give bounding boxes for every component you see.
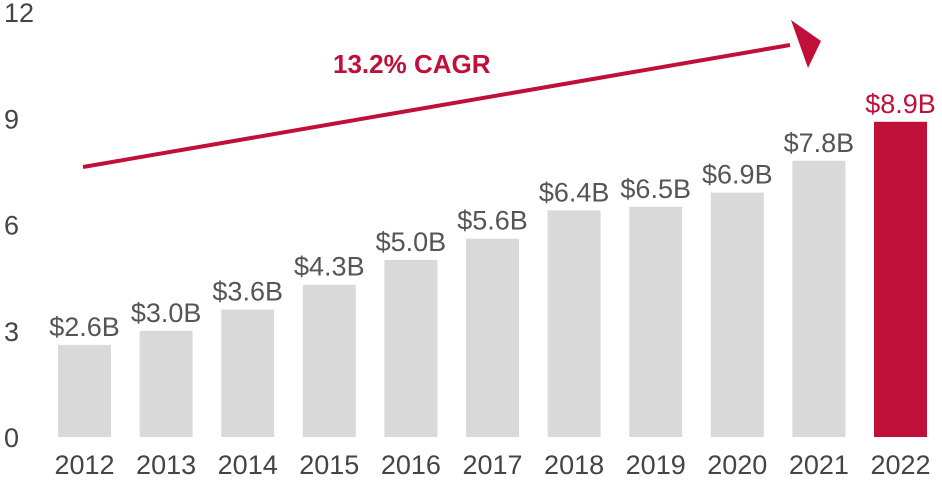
y-axis: 0 3 6 9 12 (4, 0, 34, 453)
x-tick-label: 2014 (218, 450, 278, 480)
x-tick-label: 2015 (299, 450, 359, 480)
data-label: $3.0B (131, 298, 202, 328)
y-tick-label: 12 (4, 0, 34, 28)
bar (384, 259, 438, 437)
data-label: $8.9B (865, 89, 936, 119)
data-label: $6.5B (620, 174, 691, 204)
y-tick-label: 9 (4, 104, 19, 134)
cagr-arrow-line (82, 43, 791, 169)
x-tick-label: 2012 (54, 450, 114, 480)
cagr-label: 13.2% CAGR (333, 49, 491, 79)
y-tick-label: 6 (4, 211, 19, 241)
data-label: $3.6B (212, 277, 283, 307)
bars (58, 121, 927, 438)
bar (466, 238, 519, 437)
x-tick-label: 2020 (707, 450, 767, 480)
bar (710, 192, 764, 437)
bar (221, 309, 275, 437)
data-label: $5.6B (457, 206, 528, 236)
bar (629, 206, 683, 437)
x-tick-label: 2022 (870, 450, 930, 480)
x-tick-label: 2013 (136, 450, 196, 480)
data-label: $7.8B (784, 128, 855, 158)
y-tick-label: 3 (4, 317, 19, 347)
data-label: $2.6B (49, 312, 120, 342)
x-tick-label: 2017 (462, 450, 522, 480)
x-tick-label: 2021 (789, 450, 849, 480)
cagr-annotation: 13.2% CAGR (82, 20, 821, 169)
bar (874, 121, 927, 438)
x-axis: 2012 2013 2014 2015 2016 2017 2018 2019 2020 2021… (54, 450, 930, 480)
data-labels: $2.6B $3.0B $3.6B $4.3B $5.0B $5.6B $6.4B $6.5B… (49, 89, 936, 342)
x-tick-label: 2019 (626, 450, 686, 480)
bar (58, 344, 111, 437)
y-tick-label: 0 (4, 423, 19, 453)
x-tick-label: 2016 (381, 450, 441, 480)
x-tick-label: 2018 (544, 450, 604, 480)
cagr-arrow-head (791, 20, 821, 68)
data-label: $4.3B (294, 252, 365, 282)
bar (302, 284, 356, 437)
data-label: $6.4B (539, 177, 610, 207)
data-label: $6.9B (702, 160, 773, 190)
bar (547, 210, 601, 437)
data-label: $5.0B (376, 227, 447, 257)
bar (792, 160, 846, 437)
bar (139, 330, 193, 437)
